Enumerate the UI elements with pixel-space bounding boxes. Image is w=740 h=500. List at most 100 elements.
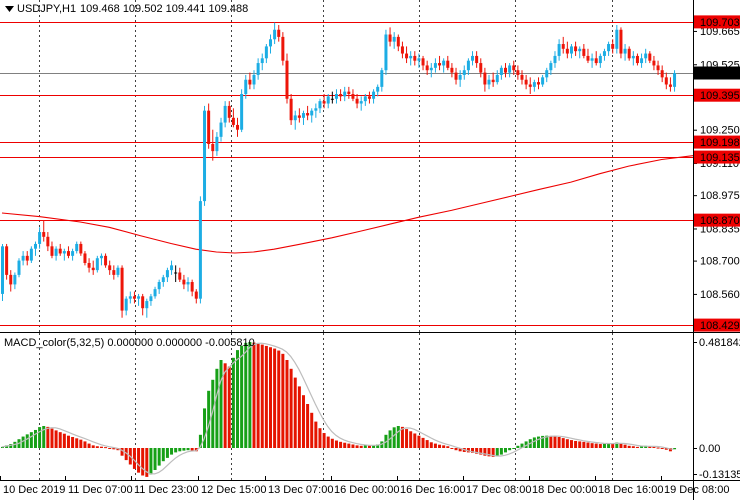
- candle: [343, 86, 347, 102]
- macd-bar: [487, 448, 491, 457]
- macd-bar: [178, 448, 182, 452]
- macd-bar: [301, 395, 305, 448]
- macd-bar: [46, 426, 50, 448]
- candle: [227, 101, 231, 123]
- macd-bar: [219, 360, 223, 448]
- candle: [388, 27, 392, 47]
- candle: [545, 67, 549, 83]
- macd-bar: [491, 448, 495, 457]
- macd-bar: [475, 448, 479, 454]
- candle: [137, 293, 141, 306]
- candle: [182, 274, 186, 290]
- macd-bar: [83, 441, 87, 448]
- macd-bar: [652, 446, 656, 448]
- candle: [425, 60, 429, 75]
- candle: [301, 110, 305, 125]
- candle: [495, 70, 499, 85]
- candle: [417, 53, 421, 68]
- macd-bar: [161, 448, 165, 462]
- candle: [29, 246, 33, 263]
- candle: [602, 48, 606, 61]
- macd-bar: [141, 448, 145, 476]
- candle: [42, 220, 46, 242]
- macd-bar: [499, 448, 503, 455]
- macd-bar: [673, 448, 677, 450]
- candle: [87, 258, 91, 273]
- macd-bar: [137, 448, 141, 473]
- macd-bar: [145, 448, 149, 477]
- candle: [607, 41, 611, 56]
- macd-bar: [66, 435, 70, 448]
- macd-bar: [25, 434, 29, 448]
- candle: [512, 60, 516, 75]
- candle: [207, 103, 211, 149]
- candle: [165, 267, 169, 283]
- price-tick-label: 108.560: [700, 289, 740, 301]
- candle: [392, 32, 396, 49]
- macd-bar: [42, 426, 46, 448]
- macd-bar: [578, 441, 582, 448]
- time-label: 13 Dec 07:00: [268, 484, 333, 496]
- candle: [273, 22, 277, 45]
- macd-bar: [392, 427, 396, 448]
- candle: [149, 293, 153, 306]
- chart-title-ohlc: 109.468 109.502 109.441 109.488: [80, 3, 248, 15]
- level-price-label: [694, 318, 740, 332]
- macd-bar: [21, 436, 25, 448]
- macd-bar: [124, 448, 128, 461]
- macd-bar: [112, 448, 116, 450]
- candle: [471, 51, 475, 66]
- candle: [372, 89, 376, 104]
- level-price-label: [694, 135, 740, 149]
- candle: [264, 44, 268, 64]
- candle: [611, 39, 615, 54]
- macd-bar: [512, 448, 516, 449]
- candle: [170, 260, 174, 275]
- macd-bar: [396, 426, 400, 448]
- macd-bar: [557, 437, 561, 448]
- macd-bar: [479, 448, 483, 455]
- macd-bar: [157, 448, 161, 466]
- candle: [252, 70, 256, 90]
- candle: [499, 65, 503, 80]
- macd-bar: [351, 444, 355, 448]
- macd-bar: [409, 431, 413, 448]
- candle: [322, 94, 326, 109]
- macd-bar: [400, 426, 404, 448]
- candle: [508, 63, 512, 78]
- candle: [433, 58, 437, 73]
- macd-bar: [495, 448, 499, 457]
- candle: [75, 241, 79, 254]
- macd-bar: [429, 442, 433, 448]
- candle: [466, 58, 470, 75]
- time-label: 17 Dec 08:00: [466, 484, 531, 496]
- candle: [289, 94, 293, 125]
- candle: [21, 251, 25, 266]
- candle: [347, 86, 351, 99]
- macd-bar: [376, 444, 380, 448]
- candle: [38, 227, 42, 249]
- candle: [50, 241, 54, 259]
- candle: [120, 265, 124, 318]
- candle: [293, 110, 297, 130]
- level-price-label: [694, 150, 740, 164]
- candle: [285, 53, 289, 104]
- macd-bar: [326, 436, 330, 448]
- candle: [71, 248, 75, 261]
- candle: [281, 32, 285, 66]
- candle: [95, 255, 99, 273]
- indicator-label: MACD_color(5,32,5) 0.000000 0.000000 -0.…: [4, 337, 255, 349]
- candle: [211, 129, 215, 161]
- candle: [524, 74, 528, 90]
- candle: [108, 260, 112, 275]
- candle: [462, 65, 466, 80]
- macd-bar: [165, 448, 169, 458]
- macd-bar: [619, 443, 623, 448]
- macd-bar: [644, 445, 648, 448]
- symbol-dropdown-icon: [5, 6, 14, 12]
- candle: [124, 296, 128, 316]
- macd-bar: [656, 447, 660, 449]
- macd-bar: [198, 434, 202, 448]
